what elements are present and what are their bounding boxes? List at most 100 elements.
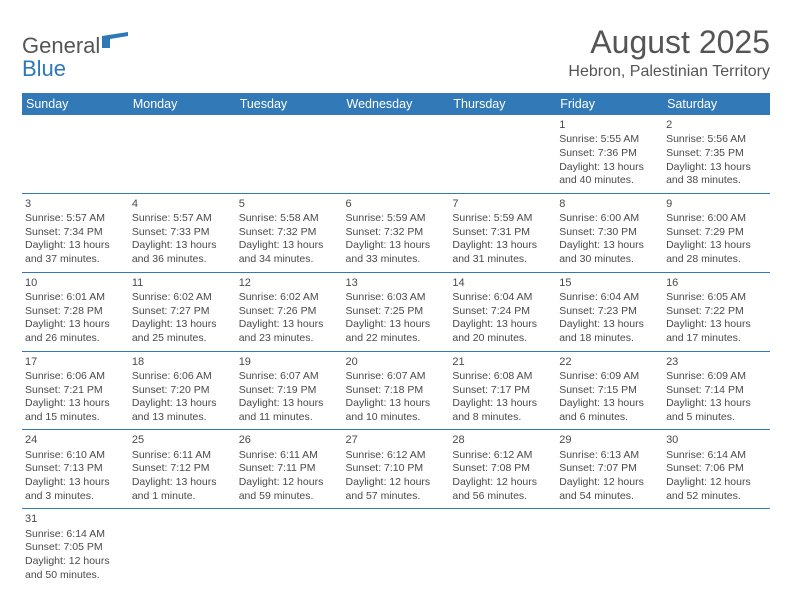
calendar-cell: 18Sunrise: 6:06 AMSunset: 7:20 PMDayligh… bbox=[129, 351, 236, 430]
day-detail: Sunset: 7:32 PM bbox=[346, 226, 447, 240]
calendar-cell: 5Sunrise: 5:58 AMSunset: 7:32 PMDaylight… bbox=[236, 193, 343, 272]
day-detail: Sunrise: 5:57 AM bbox=[25, 212, 126, 226]
day-detail: Daylight: 13 hours bbox=[346, 318, 447, 332]
day-detail: Sunset: 7:28 PM bbox=[25, 305, 126, 319]
day-detail: and 56 minutes. bbox=[452, 490, 553, 504]
day-detail: and 40 minutes. bbox=[559, 174, 660, 188]
day-detail: Sunset: 7:14 PM bbox=[666, 384, 767, 398]
day-detail: and 17 minutes. bbox=[666, 332, 767, 346]
day-number: 4 bbox=[132, 197, 233, 211]
day-detail: Sunrise: 6:04 AM bbox=[559, 291, 660, 305]
day-detail: Sunset: 7:07 PM bbox=[559, 462, 660, 476]
day-detail: Sunset: 7:23 PM bbox=[559, 305, 660, 319]
logo-text-general: General bbox=[22, 33, 100, 59]
day-detail: Daylight: 12 hours bbox=[239, 476, 340, 490]
calendar-cell-empty bbox=[343, 509, 450, 587]
weekday-header: Monday bbox=[129, 93, 236, 115]
day-detail: Sunset: 7:12 PM bbox=[132, 462, 233, 476]
weekday-header: Tuesday bbox=[236, 93, 343, 115]
day-number: 28 bbox=[452, 433, 553, 447]
day-detail: Daylight: 13 hours bbox=[132, 318, 233, 332]
calendar-cell-empty bbox=[22, 115, 129, 193]
day-detail: and 31 minutes. bbox=[452, 253, 553, 267]
day-detail: Sunrise: 6:11 AM bbox=[239, 449, 340, 463]
day-detail: Sunset: 7:25 PM bbox=[346, 305, 447, 319]
calendar-cell-empty bbox=[556, 509, 663, 587]
day-number: 23 bbox=[666, 355, 767, 369]
calendar-cell-empty bbox=[129, 115, 236, 193]
calendar-cell: 4Sunrise: 5:57 AMSunset: 7:33 PMDaylight… bbox=[129, 193, 236, 272]
weekday-header: Friday bbox=[556, 93, 663, 115]
logo-text-blue: Blue bbox=[22, 56, 66, 81]
day-detail: Sunset: 7:21 PM bbox=[25, 384, 126, 398]
day-number: 21 bbox=[452, 355, 553, 369]
calendar-cell: 10Sunrise: 6:01 AMSunset: 7:28 PMDayligh… bbox=[22, 272, 129, 351]
day-number: 2 bbox=[666, 118, 767, 132]
day-detail: Sunset: 7:27 PM bbox=[132, 305, 233, 319]
day-detail: Daylight: 13 hours bbox=[452, 397, 553, 411]
day-detail: Sunrise: 6:11 AM bbox=[132, 449, 233, 463]
calendar-table: Sunday Monday Tuesday Wednesday Thursday… bbox=[22, 93, 770, 587]
calendar-cell: 9Sunrise: 6:00 AMSunset: 7:29 PMDaylight… bbox=[663, 193, 770, 272]
day-detail: Daylight: 13 hours bbox=[559, 318, 660, 332]
day-detail: Daylight: 13 hours bbox=[346, 397, 447, 411]
calendar-cell: 3Sunrise: 5:57 AMSunset: 7:34 PMDaylight… bbox=[22, 193, 129, 272]
day-number: 3 bbox=[25, 197, 126, 211]
day-detail: Sunset: 7:22 PM bbox=[666, 305, 767, 319]
day-detail: Sunrise: 5:57 AM bbox=[132, 212, 233, 226]
calendar-cell: 22Sunrise: 6:09 AMSunset: 7:15 PMDayligh… bbox=[556, 351, 663, 430]
calendar-cell-empty bbox=[236, 115, 343, 193]
day-number: 29 bbox=[559, 433, 660, 447]
day-detail: and 1 minute. bbox=[132, 490, 233, 504]
day-detail: Daylight: 13 hours bbox=[239, 318, 340, 332]
day-detail: Sunset: 7:31 PM bbox=[452, 226, 553, 240]
day-detail: Sunrise: 6:00 AM bbox=[559, 212, 660, 226]
day-detail: and 38 minutes. bbox=[666, 174, 767, 188]
day-detail: and 30 minutes. bbox=[559, 253, 660, 267]
day-detail: and 57 minutes. bbox=[346, 490, 447, 504]
day-detail: Sunrise: 6:01 AM bbox=[25, 291, 126, 305]
day-detail: Sunset: 7:26 PM bbox=[239, 305, 340, 319]
day-detail: and 28 minutes. bbox=[666, 253, 767, 267]
logo: General bbox=[22, 32, 128, 59]
day-detail: and 26 minutes. bbox=[25, 332, 126, 346]
day-detail: Sunset: 7:29 PM bbox=[666, 226, 767, 240]
day-detail: Sunset: 7:19 PM bbox=[239, 384, 340, 398]
month-title: August 2025 bbox=[568, 24, 770, 61]
day-number: 26 bbox=[239, 433, 340, 447]
day-number: 30 bbox=[666, 433, 767, 447]
weekday-header: Saturday bbox=[663, 93, 770, 115]
day-detail: Sunrise: 6:08 AM bbox=[452, 370, 553, 384]
day-detail: Sunset: 7:11 PM bbox=[239, 462, 340, 476]
calendar-cell: 28Sunrise: 6:12 AMSunset: 7:08 PMDayligh… bbox=[449, 430, 556, 509]
day-detail: Sunset: 7:30 PM bbox=[559, 226, 660, 240]
day-detail: Daylight: 13 hours bbox=[559, 397, 660, 411]
day-detail: and 36 minutes. bbox=[132, 253, 233, 267]
calendar-row: 17Sunrise: 6:06 AMSunset: 7:21 PMDayligh… bbox=[22, 351, 770, 430]
calendar-row: 10Sunrise: 6:01 AMSunset: 7:28 PMDayligh… bbox=[22, 272, 770, 351]
day-detail: Daylight: 13 hours bbox=[666, 397, 767, 411]
day-detail: Sunset: 7:36 PM bbox=[559, 147, 660, 161]
day-detail: Sunset: 7:24 PM bbox=[452, 305, 553, 319]
day-detail: Daylight: 13 hours bbox=[25, 239, 126, 253]
day-detail: Daylight: 12 hours bbox=[346, 476, 447, 490]
day-detail: and 25 minutes. bbox=[132, 332, 233, 346]
logo-blue-text: Blue bbox=[22, 56, 66, 82]
calendar-cell: 24Sunrise: 6:10 AMSunset: 7:13 PMDayligh… bbox=[22, 430, 129, 509]
day-detail: Daylight: 13 hours bbox=[25, 476, 126, 490]
day-detail: Sunrise: 6:02 AM bbox=[132, 291, 233, 305]
calendar-cell: 2Sunrise: 5:56 AMSunset: 7:35 PMDaylight… bbox=[663, 115, 770, 193]
day-detail: Sunrise: 6:13 AM bbox=[559, 449, 660, 463]
day-detail: and 18 minutes. bbox=[559, 332, 660, 346]
day-detail: Sunrise: 6:07 AM bbox=[346, 370, 447, 384]
day-detail: Sunrise: 6:06 AM bbox=[132, 370, 233, 384]
day-detail: Sunset: 7:34 PM bbox=[25, 226, 126, 240]
weekday-header-row: Sunday Monday Tuesday Wednesday Thursday… bbox=[22, 93, 770, 115]
day-detail: Daylight: 13 hours bbox=[346, 239, 447, 253]
calendar-cell: 29Sunrise: 6:13 AMSunset: 7:07 PMDayligh… bbox=[556, 430, 663, 509]
calendar-row: 31Sunrise: 6:14 AMSunset: 7:05 PMDayligh… bbox=[22, 509, 770, 587]
day-detail: Sunset: 7:33 PM bbox=[132, 226, 233, 240]
day-number: 12 bbox=[239, 276, 340, 290]
day-detail: Sunset: 7:13 PM bbox=[25, 462, 126, 476]
day-detail: Daylight: 12 hours bbox=[25, 555, 126, 569]
